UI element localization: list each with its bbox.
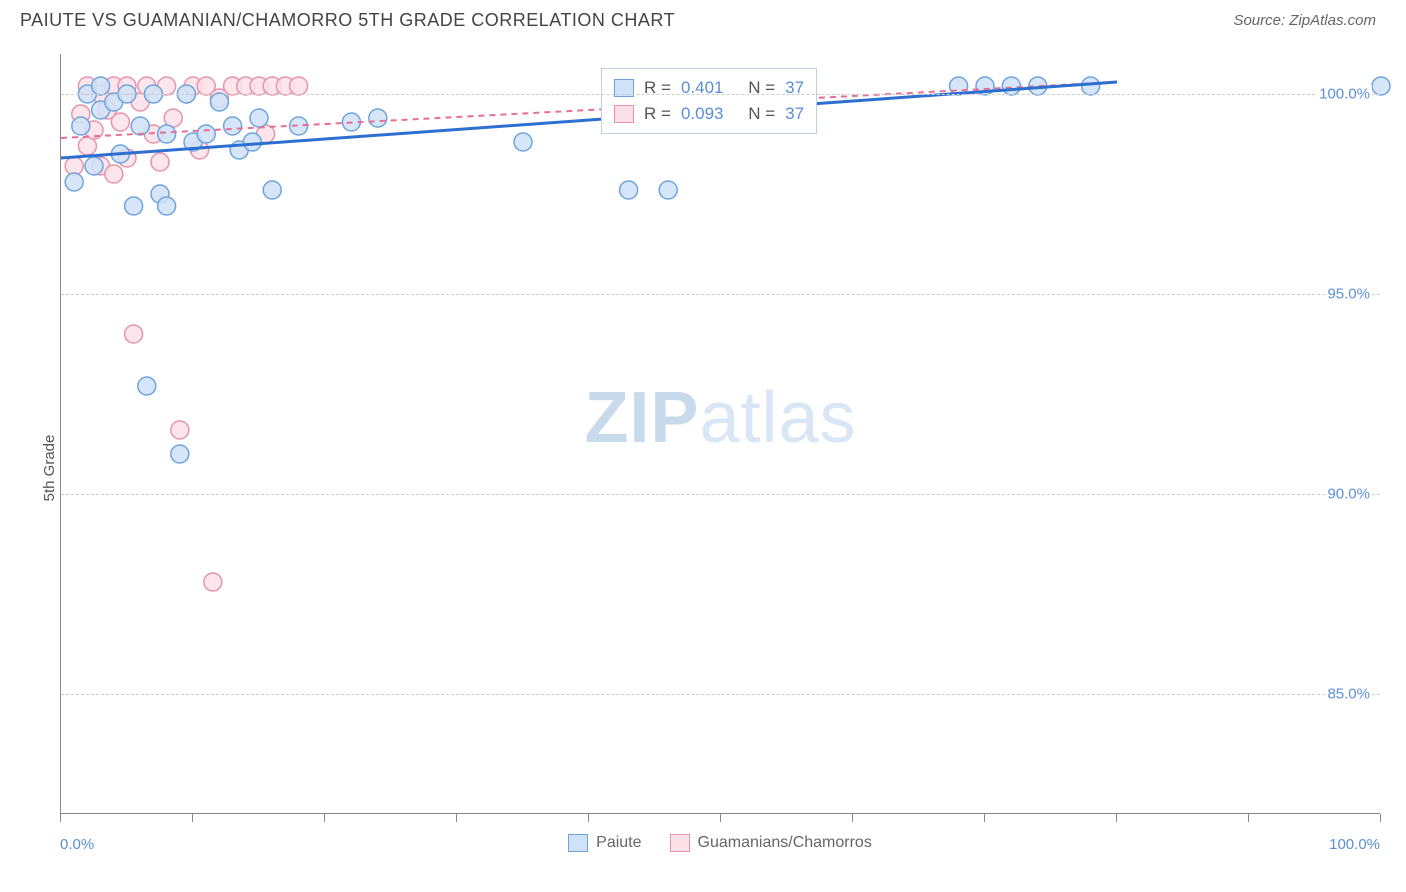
series1-n-value: 37 <box>785 75 804 101</box>
gridline <box>61 294 1380 295</box>
legend-item-series1: Paiute <box>568 834 641 852</box>
y-tick-label: 85.0% <box>1325 686 1372 703</box>
y-tick-label: 90.0% <box>1325 486 1372 503</box>
source-attribution: Source: ZipAtlas.com <box>1233 12 1376 29</box>
series2-legend-swatch-icon <box>670 834 690 852</box>
chart-container: 5th Grade ZIPatlas R = 0.401 N = 37 R = … <box>20 44 1386 892</box>
x-tick <box>1248 814 1249 822</box>
y-tick-label: 100.0% <box>1317 86 1372 103</box>
y-tick-label: 95.0% <box>1325 286 1372 303</box>
chart-title: PAIUTE VS GUAMANIAN/CHAMORRO 5TH GRADE C… <box>20 10 675 31</box>
series2-n-value: 37 <box>785 101 804 127</box>
series2-legend-label: Guamanians/Chamorros <box>698 834 872 852</box>
x-tick <box>720 814 721 822</box>
series1-legend-swatch-icon <box>568 834 588 852</box>
x-tick <box>852 814 853 822</box>
plot-area: ZIPatlas R = 0.401 N = 37 R = 0.093 N = … <box>60 54 1380 814</box>
r-prefix: R = <box>644 101 671 127</box>
x-tick <box>984 814 985 822</box>
chart-header: PAIUTE VS GUAMANIAN/CHAMORRO 5TH GRADE C… <box>0 0 1406 37</box>
series1-legend-label: Paiute <box>596 834 641 852</box>
correlation-stats-box: R = 0.401 N = 37 R = 0.093 N = 37 <box>601 68 817 134</box>
x-tick <box>324 814 325 822</box>
plot-svg <box>61 54 1380 813</box>
x-tick <box>588 814 589 822</box>
x-tick <box>60 814 61 822</box>
n-prefix: N = <box>748 75 775 101</box>
series2-r-value: 0.093 <box>681 101 724 127</box>
x-tick <box>456 814 457 822</box>
legend-item-series2: Guamanians/Chamorros <box>670 834 872 852</box>
gridline <box>61 494 1380 495</box>
n-prefix: N = <box>748 101 775 127</box>
gridline <box>61 94 1380 95</box>
stats-row-series1: R = 0.401 N = 37 <box>614 75 804 101</box>
y-axis-label: 5th Grade <box>41 435 58 502</box>
legend: Paiute Guamanians/Chamorros <box>60 834 1380 852</box>
x-tick <box>1380 814 1381 822</box>
x-tick <box>192 814 193 822</box>
series1-r-value: 0.401 <box>681 75 724 101</box>
series2-swatch-icon <box>614 105 634 123</box>
gridline <box>61 694 1380 695</box>
stats-row-series2: R = 0.093 N = 37 <box>614 101 804 127</box>
x-tick <box>1116 814 1117 822</box>
r-prefix: R = <box>644 75 671 101</box>
